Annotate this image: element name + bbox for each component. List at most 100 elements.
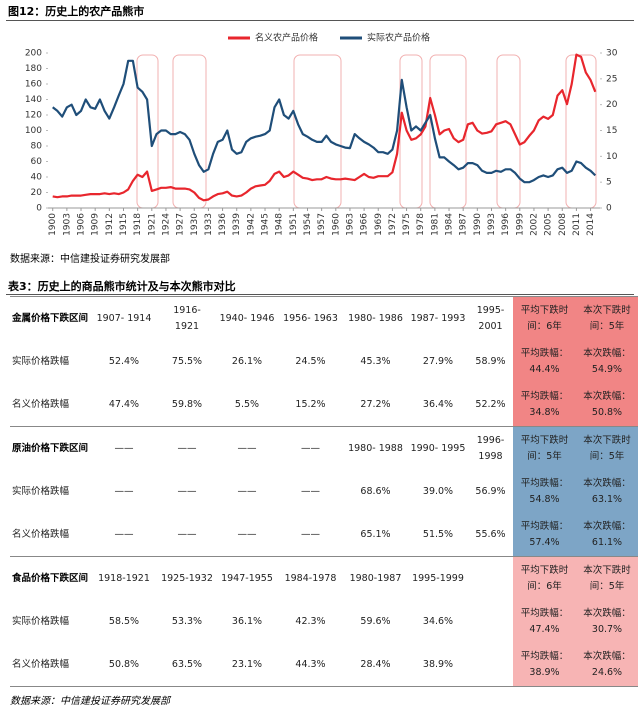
table-cell: 1907- 1914 — [90, 296, 158, 340]
table-cell: 56.9% — [475, 485, 506, 497]
x-tick-label: 1987 — [459, 213, 469, 236]
table-cell: 平均下跌时间：5年 — [513, 426, 576, 470]
x-tick-label: 1900 — [48, 213, 58, 236]
table-cell: 金属价格下跌区间 — [10, 296, 90, 340]
table-row: 名义价格跌幅 47.4% 59.8% 5.5% 15.2% 27.2% 36.4% 52.2%… — [10, 383, 638, 427]
table-cell: 1925-1932 — [158, 556, 216, 600]
table-cell: 1956- 1963 — [278, 296, 343, 340]
table-cell: 1984-1978 — [278, 556, 343, 600]
chart-source: 数据来源：中信建投证券研究发展部 — [10, 254, 170, 265]
table-cell: 平均跌幅：47.4% — [513, 600, 576, 643]
table-cell: 39.0% — [422, 485, 454, 497]
y-tick-label: 180 — [25, 64, 42, 74]
x-tick-label: 1924 — [161, 213, 171, 236]
y-tick-label: 140 — [25, 95, 42, 105]
table-cell: 平均跌幅：57.4% — [513, 513, 576, 557]
table-cell: 50.8% — [90, 643, 158, 687]
y-tick-label: 80 — [31, 142, 43, 152]
table-cell: 36.4% — [422, 398, 454, 410]
x-tick-label: 1978 — [416, 213, 426, 236]
table-cell: 名义价格跌幅 — [10, 643, 90, 687]
x-tick-label: 1909 — [91, 213, 101, 236]
table-cell: —— — [301, 485, 320, 497]
table-cell — [468, 556, 513, 600]
table-cell: 55.6% — [475, 528, 506, 540]
y-tick-label: 160 — [25, 80, 42, 90]
rule — [6, 294, 634, 295]
x-tick-label: 2008 — [558, 213, 568, 236]
table-cell: 1987- 1993 — [408, 296, 468, 340]
table-cell: 68.6% — [360, 485, 391, 497]
x-tick-label: 1954 — [303, 213, 313, 236]
table-cell: 本次下跌时间：5年 — [576, 426, 638, 470]
table-cell: —— — [177, 528, 197, 540]
table-cell: 1940- 1946 — [216, 296, 278, 340]
x-tick-label: 1945 — [261, 213, 271, 236]
x-tick-label: 1918 — [133, 213, 143, 236]
y2-tick-label: 10 — [606, 152, 618, 162]
x-tick-label: 1960 — [331, 213, 341, 236]
table-cell: —— — [278, 426, 343, 470]
table-cell — [468, 643, 513, 687]
table-cell: 26.1% — [231, 355, 263, 367]
y2-tick-label: 5 — [606, 178, 612, 188]
x-tick-label: 1933 — [204, 213, 214, 236]
table-row: 名义价格跌幅 —— —— —— —— 65.1% 51.5% 55.6% 平均跌幅：57.4% 本… — [10, 513, 638, 557]
table-row: 金属价格下跌区间 1907- 1914 1916- 1921 1940- 1946 19… — [10, 296, 638, 340]
y-tick-label: 60 — [31, 157, 43, 167]
table-cell: 47.4% — [108, 398, 140, 410]
x-tick-label: 1990 — [473, 213, 483, 236]
table-cell: 1980- 1988 — [343, 426, 408, 470]
table-cell: —— — [237, 485, 257, 497]
highlight-box — [172, 54, 207, 209]
table-caption: 表3：历史上的商品熊市统计及与本次熊市对比 — [8, 280, 236, 293]
x-tick-label: 1975 — [402, 213, 412, 236]
x-tick-label: 1942 — [246, 213, 256, 236]
table-cell: 实际价格跌幅 — [12, 615, 70, 627]
table-cell: 59.6% — [360, 615, 391, 627]
x-tick-label: 1939 — [232, 213, 242, 236]
table-cell: 1918-1921 — [90, 556, 158, 600]
table-cell: 34.6% — [422, 615, 454, 627]
highlight-box — [565, 54, 597, 209]
x-tick-label: 1936 — [218, 213, 228, 236]
table-cell: 53.3% — [171, 615, 203, 627]
x-tick-label: 1903 — [62, 213, 72, 236]
table-row: 食品价格下跌区间 1918-1921 1925-1932 1947-1955 1984-… — [10, 556, 638, 600]
table-cell: 38.9% — [408, 643, 468, 687]
table-cell: 63.5% — [158, 643, 216, 687]
table-row: 名义价格跌幅 50.8% 63.5% 23.1% 44.3% 28.4% 38.9% 平均跌幅… — [10, 643, 638, 687]
table-cell: 1995- 2001 — [468, 296, 513, 340]
table-cell: 27.2% — [360, 398, 391, 410]
table: 金属价格下跌区间 1907- 1914 1916- 1921 1940- 1946 19… — [10, 296, 638, 687]
y-tick-label: 40 — [31, 173, 43, 183]
table-cell: 食品价格下跌区间 — [10, 556, 90, 600]
table-cell: 平均下跌时间：6年 — [513, 556, 576, 600]
y2-tick-label: 15 — [606, 126, 617, 136]
y2-tick-label: 20 — [606, 100, 618, 110]
x-tick-label: 1984 — [445, 213, 455, 236]
y2-tick-label: 25 — [606, 74, 617, 84]
table-cell: 1916- 1921 — [158, 296, 216, 340]
table-cell: 58.9% — [475, 355, 506, 367]
series-line — [52, 59, 597, 184]
table-cell: 59.8% — [171, 398, 203, 410]
x-tick-label: 1981 — [430, 213, 440, 236]
x-tick-label: 1966 — [360, 213, 370, 236]
x-tick-label: 1963 — [345, 213, 355, 236]
table-cell: —— — [301, 528, 320, 540]
x-tick-label: 1948 — [275, 213, 285, 236]
table-cell: 本次跌幅：30.7% — [576, 600, 638, 643]
table-cell: 44.3% — [278, 643, 343, 687]
table-cell: 1980-1987 — [343, 556, 408, 600]
table-cell — [468, 600, 513, 643]
table-cell: 15.2% — [295, 398, 326, 410]
x-tick-label: 1915 — [119, 213, 129, 236]
table-cell: 52.4% — [108, 355, 140, 367]
table-cell: 本次跌幅：63.1% — [576, 470, 638, 513]
figure-caption: 图12：历史上的农产品熊市 — [8, 5, 145, 18]
x-tick-label: 2011 — [572, 213, 582, 236]
chart: 0 20 40 60 80 100 120 140 160 180 200 0 5 10 15 20 25 30 1… — [25, 32, 618, 236]
x-tick-label: 1957 — [317, 213, 327, 236]
x-tick-label: 1921 — [147, 213, 157, 236]
